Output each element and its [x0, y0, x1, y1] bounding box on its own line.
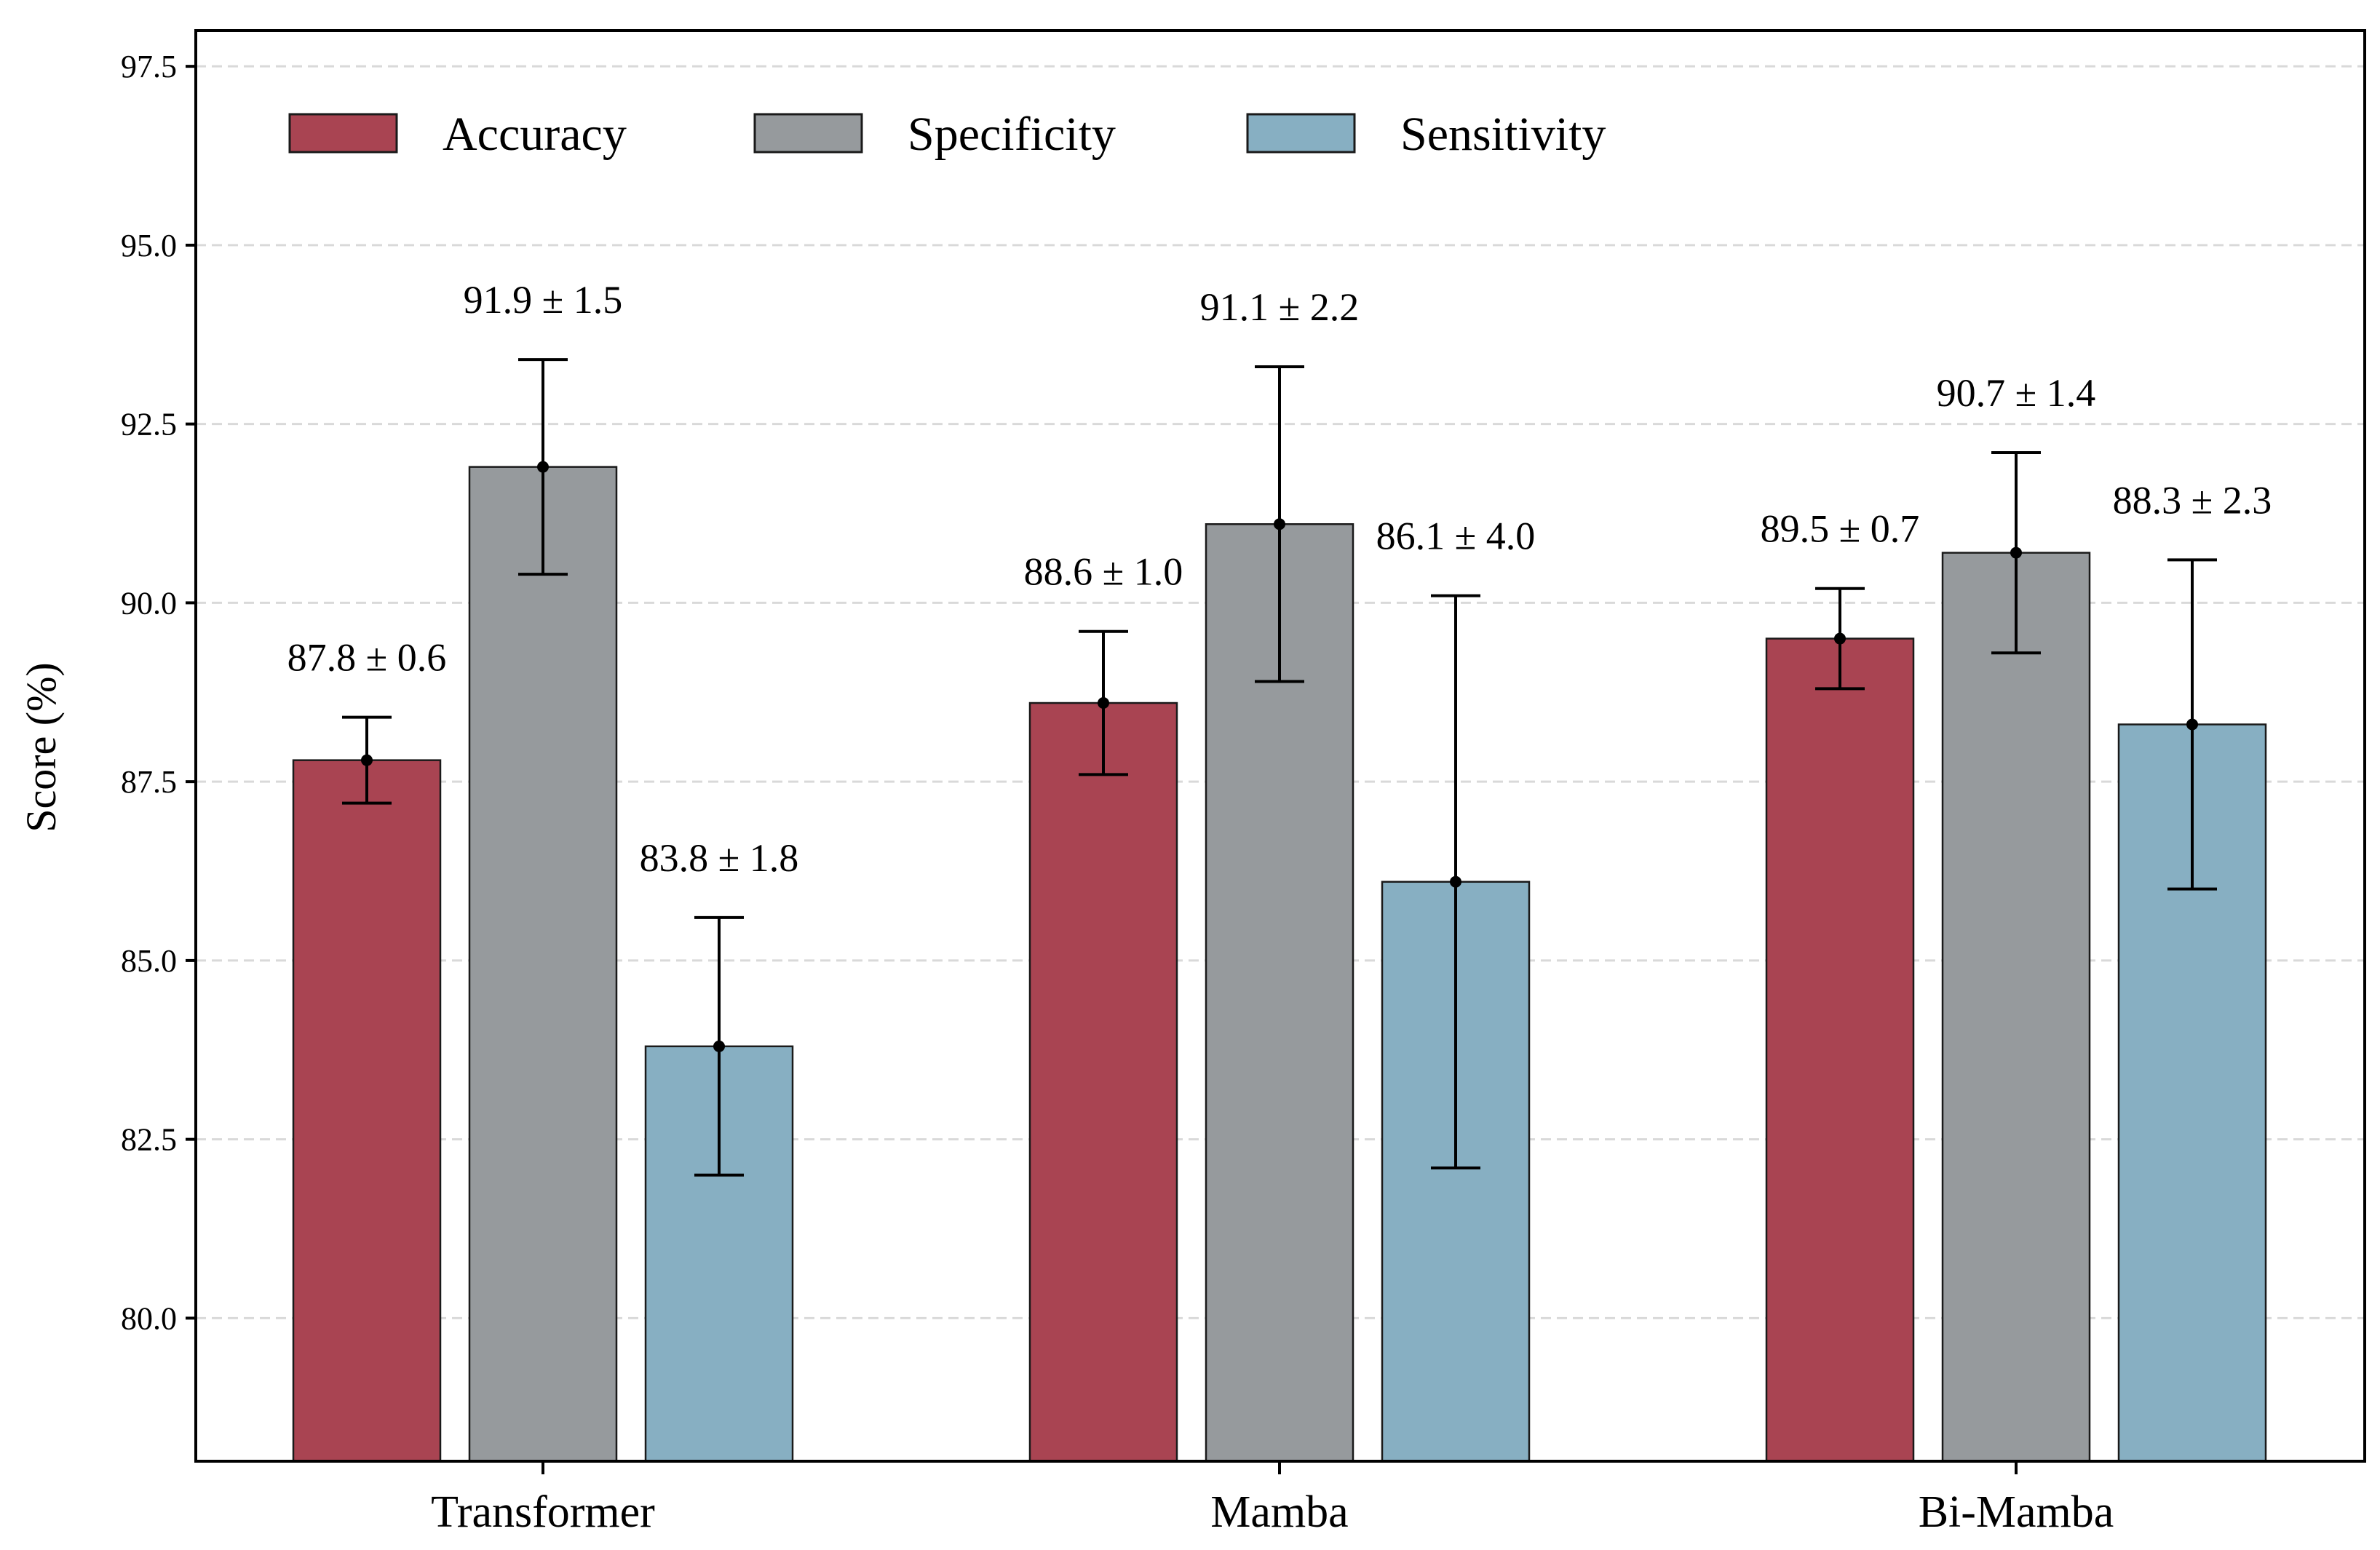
- y-tick-label: 90.0: [121, 585, 177, 621]
- x-tick-label: Transformer: [431, 1487, 655, 1537]
- data-label: 89.5 ± 0.7: [1761, 507, 1920, 551]
- data-label: 91.9 ± 1.5: [464, 278, 623, 322]
- data-label: 86.1 ± 4.0: [1376, 514, 1536, 558]
- legend-swatch-specificity: [753, 113, 863, 154]
- data-label: 91.1 ± 2.2: [1200, 285, 1360, 329]
- y-tick-label: 80.0: [121, 1300, 177, 1336]
- y-tick-label: 87.5: [121, 764, 177, 800]
- legend-swatch-accuracy: [288, 113, 398, 154]
- data-label: 88.6 ± 1.0: [1024, 550, 1183, 594]
- legend-label-accuracy: Accuracy: [443, 108, 627, 161]
- data-label: 90.7 ± 1.4: [1937, 371, 2096, 415]
- bar-accuracy: [1028, 702, 1178, 1463]
- legend-label-specificity: Specificity: [908, 108, 1116, 161]
- y-tick-label: 82.5: [121, 1122, 177, 1158]
- legend-swatch-sensitivity: [1246, 113, 1356, 154]
- mean-marker: [2010, 547, 2022, 559]
- mean-marker: [1098, 697, 1109, 710]
- x-tick-label: Mamba: [1210, 1487, 1348, 1537]
- data-label: 83.8 ± 1.8: [640, 836, 799, 880]
- data-label: 88.3 ± 2.3: [2113, 478, 2272, 522]
- y-tick-label: 97.5: [121, 49, 177, 84]
- mean-marker: [1834, 632, 1846, 645]
- y-axis-label: Score (%): [17, 662, 65, 832]
- bar-accuracy: [1765, 637, 1915, 1463]
- mean-marker: [361, 754, 373, 766]
- y-axis: 80.0 82.5 85.0 87.5 90.0 92.5 95.0 97.5: [121, 49, 196, 1336]
- plot-frame: [194, 29, 2366, 1463]
- mean-marker: [1450, 875, 1461, 888]
- y-tick-label: 85.0: [121, 943, 177, 979]
- y-tick-label: 95.0: [121, 228, 177, 263]
- mean-marker: [713, 1040, 725, 1052]
- y-tick-label: 92.5: [121, 407, 177, 442]
- mean-marker: [537, 461, 549, 473]
- legend-label-sensitivity: Sensitivity: [1400, 108, 1606, 161]
- bars: 87.8 ± 0.6 91.9 ± 1.5 83.8 ± 1.8 88.6 ± 1.0…: [287, 278, 2272, 1463]
- mean-marker: [1274, 518, 1285, 530]
- legend: Accuracy Specificity Sensitivity: [288, 108, 1606, 161]
- bar-specificity: [468, 466, 618, 1463]
- x-tick-label: Bi-Mamba: [1919, 1487, 2114, 1537]
- bar-accuracy: [292, 759, 442, 1463]
- bar-specificity: [1941, 552, 2091, 1463]
- mean-marker: [2186, 718, 2198, 731]
- x-axis: Transformer Mamba Bi-Mamba: [431, 1461, 2114, 1537]
- data-label: 87.8 ± 0.6: [287, 636, 447, 680]
